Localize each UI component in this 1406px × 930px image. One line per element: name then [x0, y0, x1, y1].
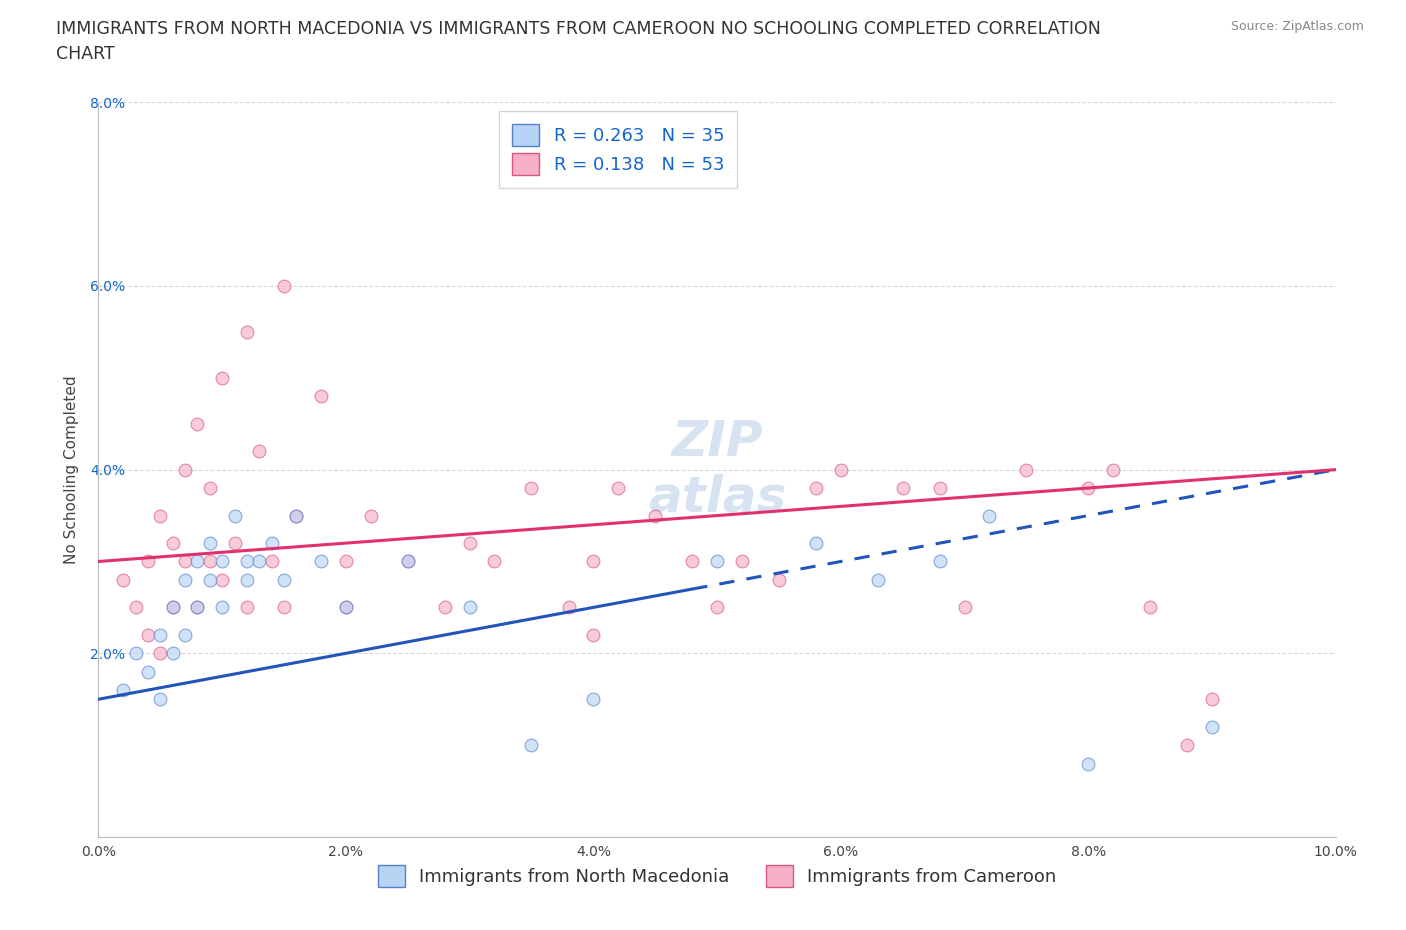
Point [211, 600, 233, 615]
Point [236, 554, 259, 569]
Point [174, 628, 197, 643]
Point [557, 600, 579, 615]
Point [198, 554, 221, 569]
Point [273, 600, 295, 615]
Point [260, 536, 283, 551]
Point [186, 554, 208, 569]
Point [520, 481, 543, 496]
Point [1201, 692, 1223, 707]
Point [1077, 481, 1099, 496]
Point [433, 600, 456, 615]
Point [866, 573, 889, 588]
Point [582, 628, 605, 643]
Point [1077, 756, 1099, 771]
Point [768, 573, 790, 588]
Y-axis label: No Schooling Completed: No Schooling Completed [65, 376, 79, 564]
Text: ZIP
atlas: ZIP atlas [648, 418, 786, 522]
Point [247, 554, 270, 569]
Point [706, 600, 728, 615]
Point [1139, 600, 1161, 615]
Point [979, 508, 1001, 523]
Point [162, 600, 184, 615]
Point [136, 554, 159, 569]
Point [236, 325, 259, 339]
Point [1175, 737, 1198, 752]
Point [582, 554, 605, 569]
Point [681, 554, 703, 569]
Point [236, 600, 259, 615]
Point [211, 573, 233, 588]
Point [112, 683, 135, 698]
Point [335, 600, 357, 615]
Point [112, 573, 135, 588]
Point [211, 554, 233, 569]
Point [198, 481, 221, 496]
Point [484, 554, 506, 569]
Point [582, 692, 605, 707]
Point [285, 508, 308, 523]
Point [149, 646, 172, 661]
Point [928, 481, 950, 496]
Point [198, 536, 221, 551]
Point [186, 417, 208, 432]
Point [1015, 462, 1038, 477]
Point [1201, 720, 1223, 735]
Point [162, 646, 184, 661]
Point [149, 628, 172, 643]
Point [607, 481, 630, 496]
Point [335, 554, 357, 569]
Point [186, 600, 208, 615]
Point [224, 536, 246, 551]
Point [124, 646, 146, 661]
Text: CHART: CHART [56, 45, 115, 62]
Point [186, 600, 208, 615]
Point [396, 554, 419, 569]
Point [174, 554, 197, 569]
Point [458, 600, 481, 615]
Point [124, 600, 146, 615]
Point [162, 600, 184, 615]
Point [360, 508, 382, 523]
Point [285, 508, 308, 523]
Point [162, 536, 184, 551]
Point [830, 462, 852, 477]
Point [198, 573, 221, 588]
Point [458, 536, 481, 551]
Point [247, 444, 270, 458]
Point [731, 554, 754, 569]
Point [273, 573, 295, 588]
Point [335, 600, 357, 615]
Point [309, 554, 332, 569]
Point [520, 737, 543, 752]
Point [174, 573, 197, 588]
Point [804, 536, 827, 551]
Point [309, 389, 332, 404]
Point [224, 508, 246, 523]
Point [211, 370, 233, 385]
Point [1102, 462, 1125, 477]
Point [396, 554, 419, 569]
Point [953, 600, 976, 615]
Point [273, 279, 295, 294]
Point [804, 481, 827, 496]
Point [236, 573, 259, 588]
Point [149, 508, 172, 523]
Point [136, 664, 159, 679]
Legend: Immigrants from North Macedonia, Immigrants from Cameroon: Immigrants from North Macedonia, Immigra… [371, 857, 1063, 894]
Point [174, 462, 197, 477]
Text: IMMIGRANTS FROM NORTH MACEDONIA VS IMMIGRANTS FROM CAMEROON NO SCHOOLING COMPLET: IMMIGRANTS FROM NORTH MACEDONIA VS IMMIG… [56, 20, 1101, 38]
Point [136, 628, 159, 643]
Point [928, 554, 950, 569]
Point [149, 692, 172, 707]
Text: Source: ZipAtlas.com: Source: ZipAtlas.com [1230, 20, 1364, 33]
Point [644, 508, 666, 523]
Point [891, 481, 914, 496]
Point [706, 554, 728, 569]
Point [260, 554, 283, 569]
